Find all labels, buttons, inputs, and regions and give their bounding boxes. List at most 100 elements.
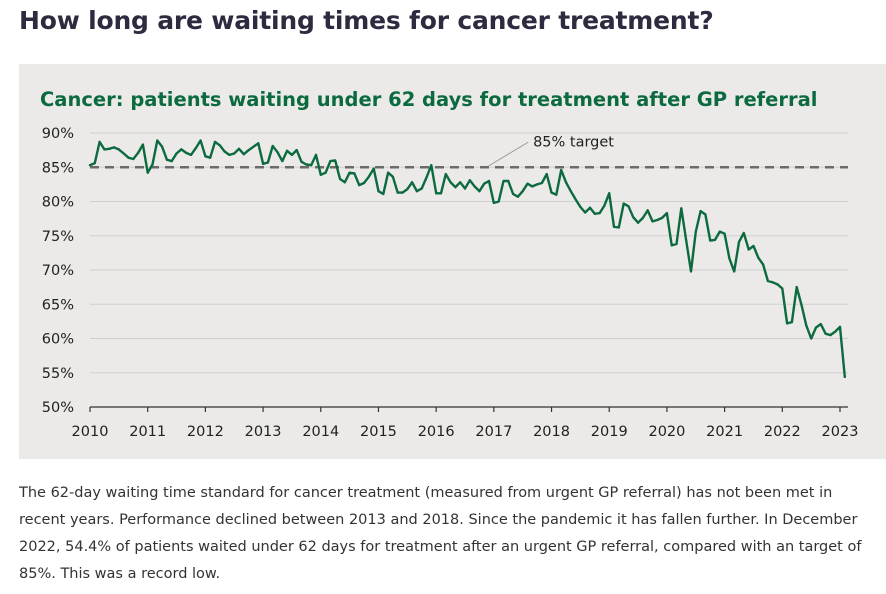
data-point: [252, 145, 255, 148]
data-point: [713, 238, 717, 241]
data-point: [757, 256, 760, 259]
data-point: [526, 182, 529, 185]
gridlines: [90, 132, 848, 408]
data-point: [555, 193, 558, 196]
data-point: [411, 181, 414, 184]
data-point: [146, 171, 149, 174]
data-point: [204, 155, 207, 158]
data-point: [536, 183, 539, 186]
target-label: 85% target: [533, 134, 614, 150]
data-point: [122, 152, 125, 155]
data-point: [151, 163, 154, 166]
data-point: [516, 195, 519, 198]
data-points: [88, 139, 846, 378]
y-tick-label: 75%: [42, 229, 74, 245]
data-point: [564, 181, 568, 184]
data-point: [93, 162, 96, 165]
data-point: [358, 184, 361, 187]
data-point: [468, 179, 471, 182]
data-point: [483, 182, 486, 185]
data-point: [314, 153, 318, 156]
x-tick-label: 2021: [706, 424, 743, 440]
data-point: [838, 325, 842, 328]
data-point: [704, 213, 707, 216]
x-tick-label: 2017: [475, 424, 512, 440]
data-point: [189, 153, 193, 156]
data-point: [728, 257, 731, 260]
data-point: [762, 263, 765, 266]
data-point: [675, 242, 678, 246]
x-tick-label: 2019: [591, 424, 628, 440]
data-point: [771, 281, 774, 284]
data-point: [834, 330, 837, 333]
data-point: [391, 175, 394, 178]
data-point: [752, 244, 755, 248]
data-point: [415, 190, 418, 193]
data-point: [800, 303, 803, 306]
data-point: [242, 153, 245, 156]
data-point: [161, 145, 164, 148]
x-tick-label: 2015: [360, 424, 397, 440]
data-point: [478, 190, 481, 193]
x-tick-label: 2014: [302, 424, 339, 440]
data-point: [805, 324, 808, 327]
data-point: [776, 283, 779, 286]
data-point: [622, 202, 625, 205]
data-point: [247, 149, 250, 152]
data-point: [199, 139, 202, 142]
data-point: [218, 144, 221, 147]
data-point: [213, 140, 217, 143]
data-point: [699, 210, 702, 213]
data-point: [550, 191, 553, 194]
data-point: [420, 187, 423, 190]
x-tick-label: 2011: [129, 424, 166, 440]
data-point: [617, 226, 620, 229]
data-point: [459, 181, 462, 184]
data-point: [718, 230, 721, 233]
data-point: [584, 211, 587, 214]
data-point: [733, 270, 736, 273]
data-point: [228, 153, 231, 156]
data-point: [579, 205, 582, 209]
data-point: [88, 164, 92, 167]
x-tick-label: 2010: [72, 424, 109, 440]
series-group: [88, 139, 846, 379]
data-point: [497, 200, 500, 203]
series-line: [88, 139, 846, 379]
data-point: [795, 286, 798, 289]
data-point: [324, 171, 327, 174]
data-point: [709, 239, 712, 242]
x-tick-label: 2013: [245, 424, 282, 440]
data-point: [814, 326, 818, 329]
data-point: [608, 192, 611, 195]
data-point: [632, 216, 635, 219]
data-point: [382, 192, 385, 196]
data-point: [463, 187, 467, 190]
data-point: [348, 171, 351, 174]
data-point: [435, 192, 438, 195]
data-point: [665, 212, 669, 215]
data-point: [98, 140, 101, 143]
y-tick-label: 80%: [42, 195, 74, 211]
data-point: [540, 181, 544, 185]
data-point: [103, 148, 106, 151]
data-point: [180, 148, 183, 151]
data-point: [396, 191, 399, 194]
data-point: [723, 232, 726, 235]
data-point: [819, 323, 822, 326]
y-tick-label: 60%: [42, 332, 74, 348]
data-point: [824, 332, 827, 335]
data-point: [286, 149, 289, 152]
data-point: [641, 216, 645, 219]
data-point: [637, 221, 640, 224]
data-point: [165, 158, 168, 161]
data-point: [521, 190, 524, 193]
data-point: [377, 190, 380, 193]
data-point: [372, 167, 375, 170]
data-point: [271, 144, 274, 148]
y-tick-label: 65%: [42, 297, 74, 313]
data-point: [449, 181, 452, 184]
data-point: [257, 142, 260, 145]
data-point: [810, 337, 813, 340]
data-point: [689, 270, 693, 273]
